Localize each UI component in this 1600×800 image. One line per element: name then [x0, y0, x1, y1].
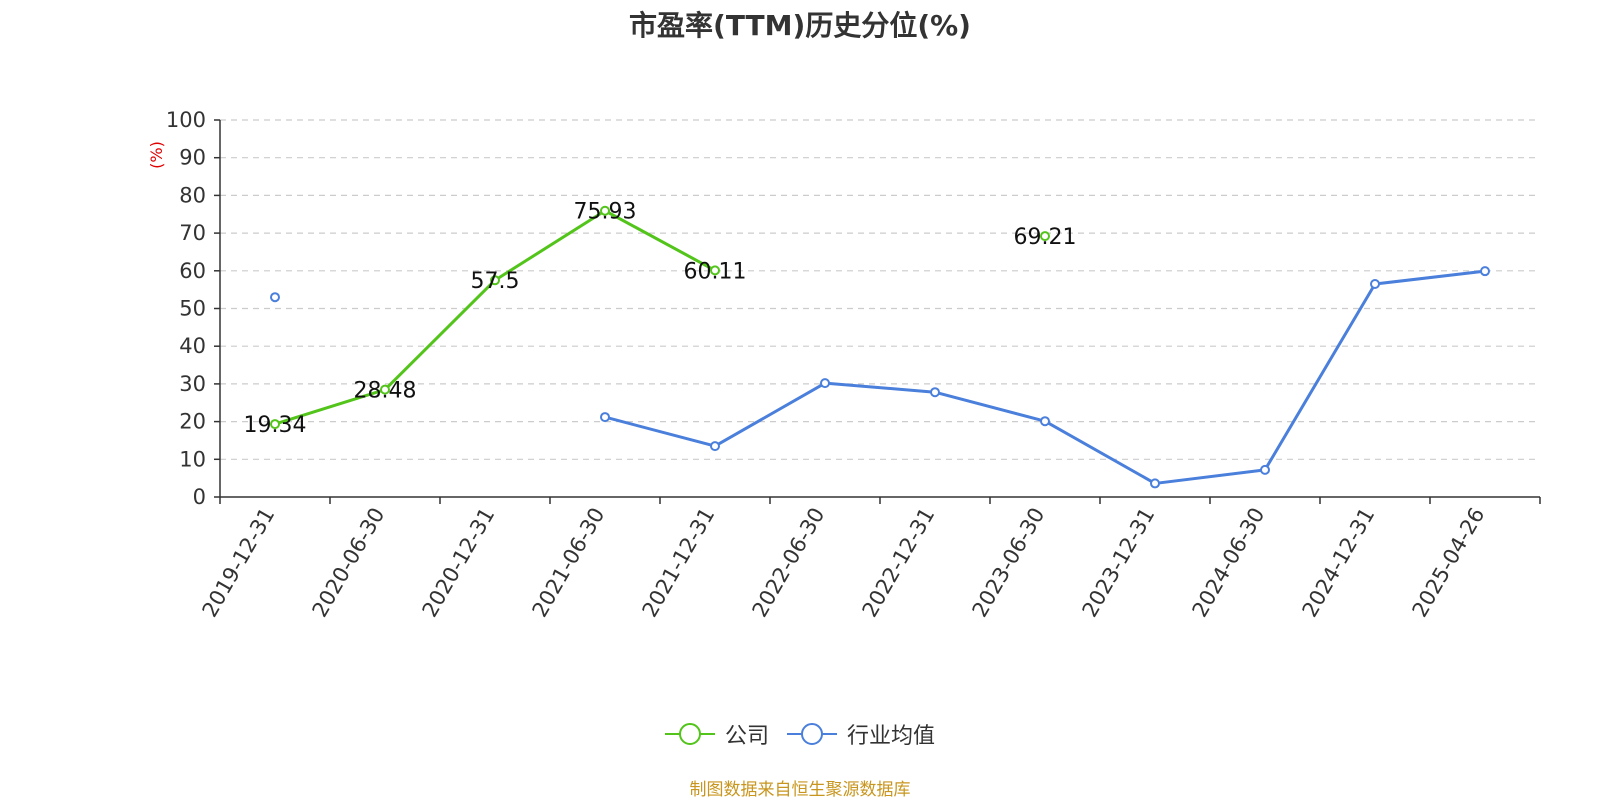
series-line-industry-average [604, 269, 1486, 485]
data-label-company: 60.11 [684, 259, 747, 284]
data-point-company[interactable] [710, 265, 720, 276]
data-point-industry-average[interactable] [1480, 266, 1490, 277]
legend-marker-industry-average [787, 723, 837, 745]
x-tick-label: 2020-06-30 [308, 504, 390, 622]
x-tick-label: 2021-06-30 [528, 504, 610, 622]
y-tick-label: 60 [179, 259, 206, 283]
y-tick-label: 40 [179, 334, 206, 358]
x-tick-labels: 2019-12-31 2020-06-30 2020-12-31 2021-06-30… [198, 504, 1490, 622]
y-tick-label: 10 [179, 447, 206, 471]
legend-label-company: 公司 [724, 724, 769, 749]
data-point-company[interactable] [600, 205, 610, 216]
x-tick-label: 2024-06-30 [1188, 504, 1270, 622]
legend-item-industry-average[interactable]: 行业均值 [787, 718, 935, 750]
x-tick-label: 2020-12-31 [418, 504, 500, 622]
data-point-company[interactable] [1040, 231, 1050, 242]
series-line-company [274, 209, 716, 426]
data-point-company[interactable] [380, 384, 390, 395]
y-tick-label: 20 [179, 410, 206, 434]
x-tick-label: 2019-12-31 [198, 504, 280, 622]
axes [219, 120, 1541, 504]
y-axis-unit-label: (%) [147, 141, 166, 169]
series-group [270, 205, 1490, 489]
data-point-industry-average[interactable] [1260, 464, 1270, 475]
x-tick-label: 2023-06-30 [968, 504, 1050, 622]
data-point-industry-average[interactable] [1370, 278, 1380, 289]
data-label-company: 69.21 [1014, 225, 1077, 250]
y-tick-labels: 0 10 20 30 40 50 60 70 80 90 100 [166, 108, 220, 509]
y-tick-label: 50 [179, 297, 206, 321]
y-tick-label: 80 [179, 183, 206, 207]
data-label-company: 19.34 [244, 413, 307, 438]
chart-title: 市盈率(TTM)历史分位(%) [629, 9, 971, 42]
data-point-industry-average[interactable] [1150, 478, 1160, 489]
y-tick-label: 100 [166, 108, 206, 132]
data-point-company[interactable] [490, 275, 500, 286]
legend-item-company[interactable]: 公司 [664, 718, 769, 750]
y-tick-label: 0 [193, 485, 206, 509]
data-labels: 19.34 28.48 57.5 75.93 60.11 69.21 [244, 200, 1077, 438]
legend-label-industry-average: 行业均值 [847, 724, 936, 749]
data-point-industry-average[interactable] [600, 412, 610, 423]
data-point-industry-average[interactable] [820, 378, 830, 389]
x-tick-label: 2021-12-31 [638, 504, 720, 622]
legend: 公司 行业均值 [0, 718, 1600, 750]
data-point-industry-average[interactable] [270, 292, 280, 303]
x-tick-label: 2022-12-31 [858, 504, 940, 622]
x-tick-label: 2025-04-26 [1408, 504, 1490, 622]
data-label-company: 28.48 [354, 379, 417, 404]
x-tick-label: 2024-12-31 [1298, 504, 1380, 622]
y-tick-label: 70 [179, 221, 206, 245]
x-tick-label: 2022-06-30 [748, 504, 830, 622]
data-point-industry-average[interactable] [930, 387, 940, 398]
source-note: 制图数据来自恒生聚源数据库 [689, 780, 911, 800]
data-point-industry-average[interactable] [710, 441, 720, 452]
data-label-company: 75.93 [574, 200, 637, 225]
data-point-industry-average[interactable] [1040, 416, 1050, 427]
data-point-company[interactable] [270, 419, 280, 430]
y-tick-label: 30 [179, 372, 206, 396]
x-tick-label: 2023-12-31 [1078, 504, 1160, 622]
legend-marker-company [664, 723, 715, 745]
data-label-company: 57.5 [471, 269, 520, 294]
grid-lines [220, 119, 1540, 460]
y-tick-label: 90 [179, 146, 206, 170]
